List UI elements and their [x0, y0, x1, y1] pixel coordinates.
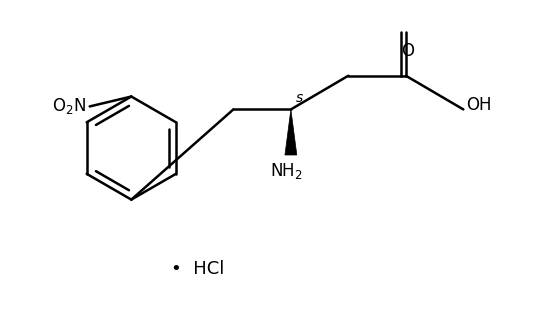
Text: NH$_2$: NH$_2$ — [270, 161, 302, 181]
Text: O: O — [401, 42, 414, 60]
Text: O$_2$N: O$_2$N — [52, 96, 86, 117]
Text: $s$: $s$ — [295, 91, 304, 105]
Text: •  HCl: • HCl — [171, 260, 224, 278]
Text: OH: OH — [466, 96, 492, 114]
Polygon shape — [285, 109, 297, 155]
